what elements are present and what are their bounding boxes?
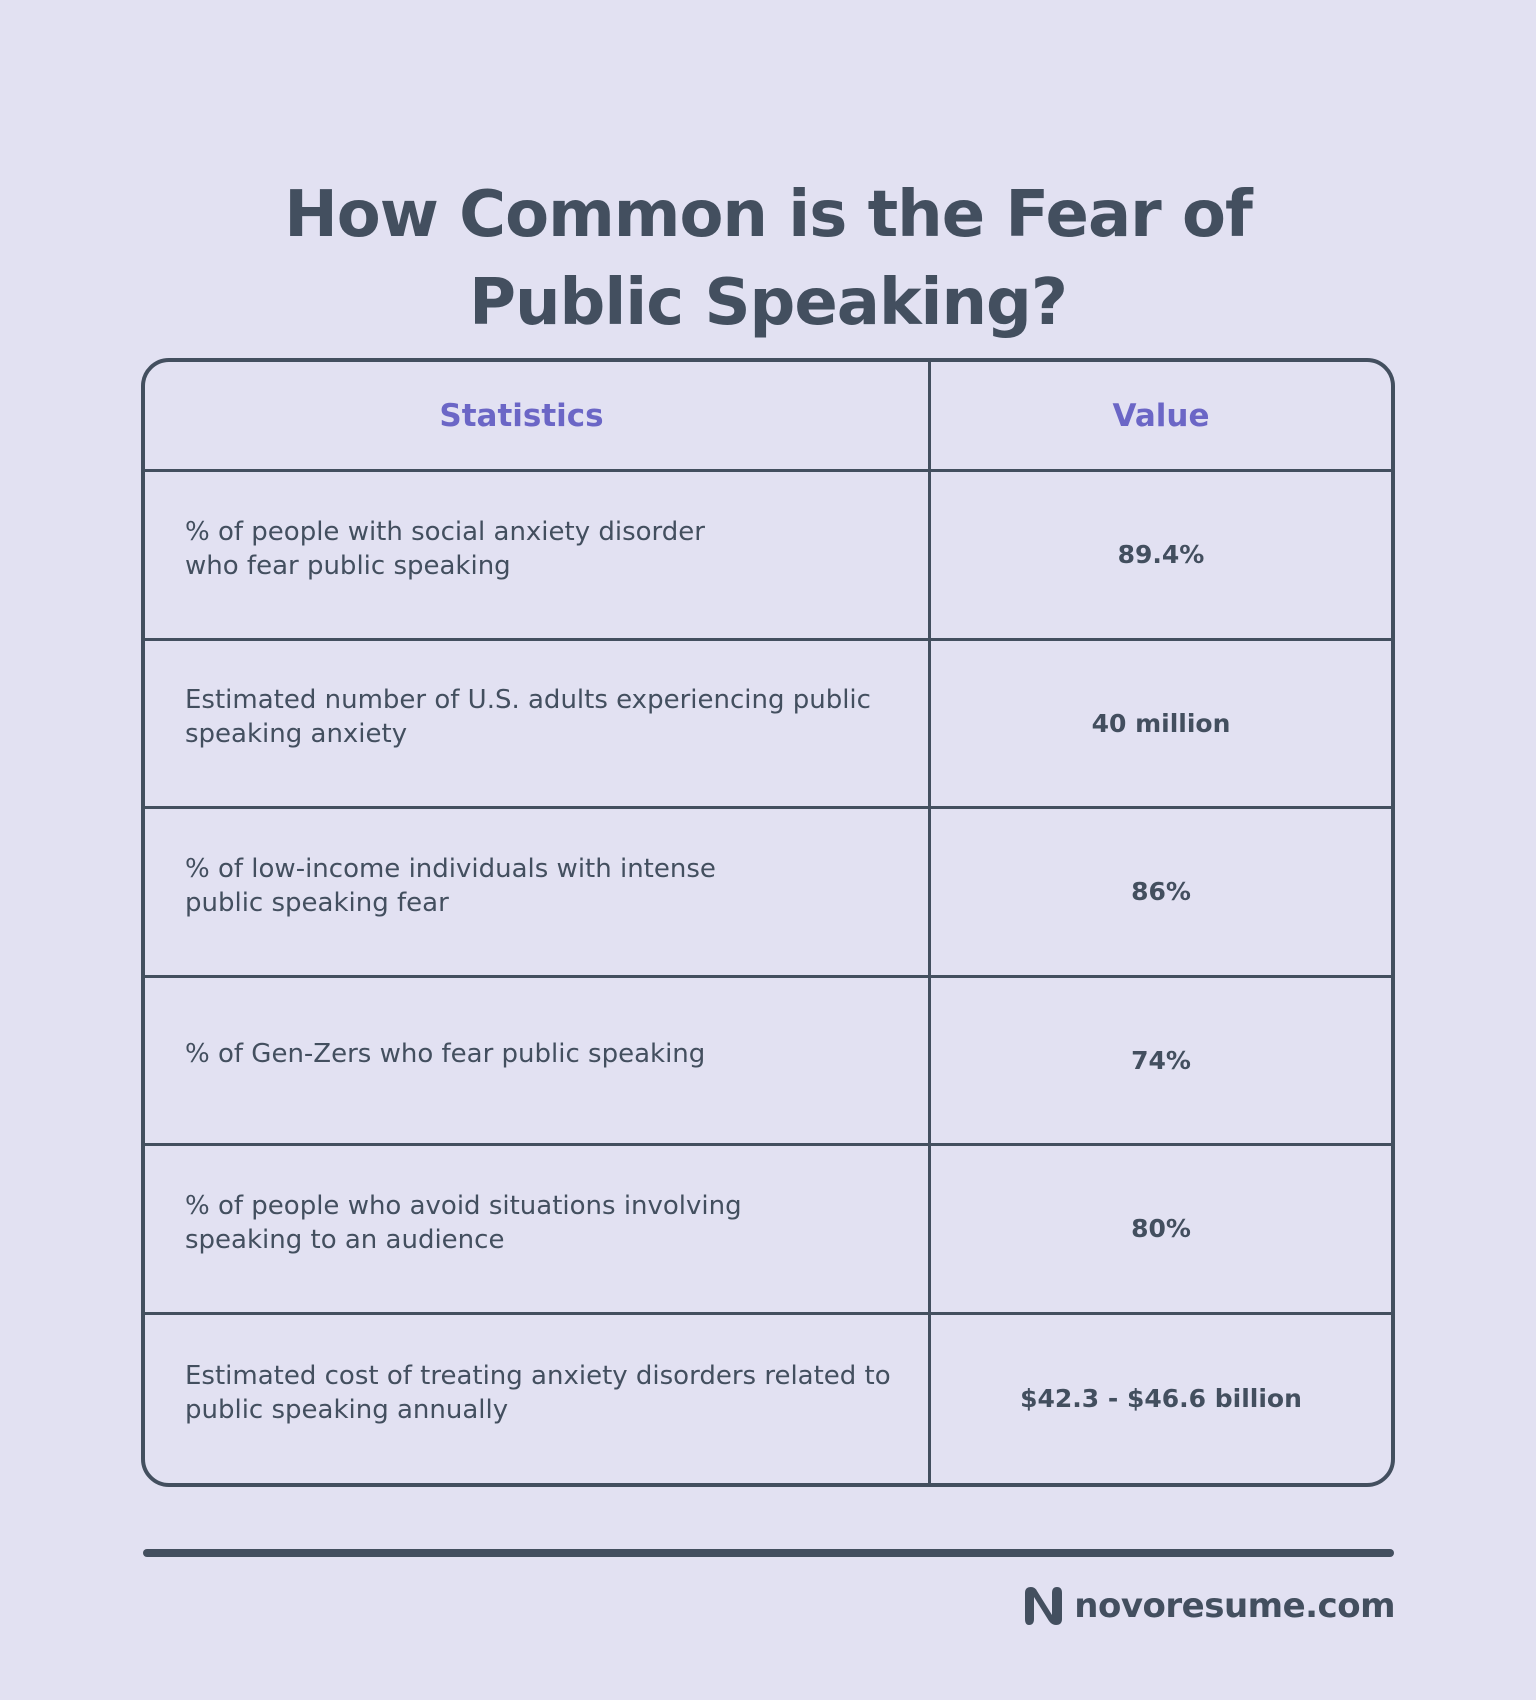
statistics-table: Statistics Value % of people with social… [141,358,1395,1487]
header-statistics: Statistics [145,362,931,472]
statistic-text: Estimated number of U.S. adults experien… [185,685,871,750]
table-row-value: 80% [931,1146,1391,1315]
table-row-value: 86% [931,809,1391,978]
brand-logo: novoresume.com [1022,1585,1395,1627]
brand-name: novoresume.com [1074,1586,1395,1626]
table-row-value: $42.3 - $46.6 billion [1020,1384,1302,1414]
table-row-statistic: % of low-income individuals with intense… [145,809,931,978]
table-row-value: 40 million [931,641,1391,809]
table-row-value: 89.4% [931,472,1391,641]
table-row-statistic: Estimated cost of treating anxiety disor… [145,1314,931,1483]
novoresume-n-logo-icon [1025,1587,1063,1625]
page-title: How Common is the Fear of Public Speakin… [0,171,1536,347]
table-row-statistic: % of people who avoid situations involvi… [145,1146,931,1315]
table-row-statistic: % of Gen-Zers who fear public speaking [145,977,931,1146]
statistic-text: Estimated cost of treating anxiety disor… [185,1360,891,1425]
footer-divider [143,1549,1394,1557]
header-value: Value [931,362,1391,472]
statistic-text: % of low-income individuals with intense… [185,853,716,918]
title-line-2: Public Speaking? [469,265,1068,340]
title-line-1: How Common is the Fear of [284,177,1253,252]
table-row-statistic: % of people with social anxiety disorder… [145,472,931,641]
table-row-value: 74% [931,978,1391,1146]
statistic-text: % of people with social anxiety disorder… [185,516,705,581]
table-row-statistic: Estimated number of U.S. adults experien… [145,640,931,809]
statistic-text: % of Gen-Zers who fear public speaking [185,1039,706,1070]
statistic-text: % of people who avoid situations involvi… [185,1190,742,1255]
